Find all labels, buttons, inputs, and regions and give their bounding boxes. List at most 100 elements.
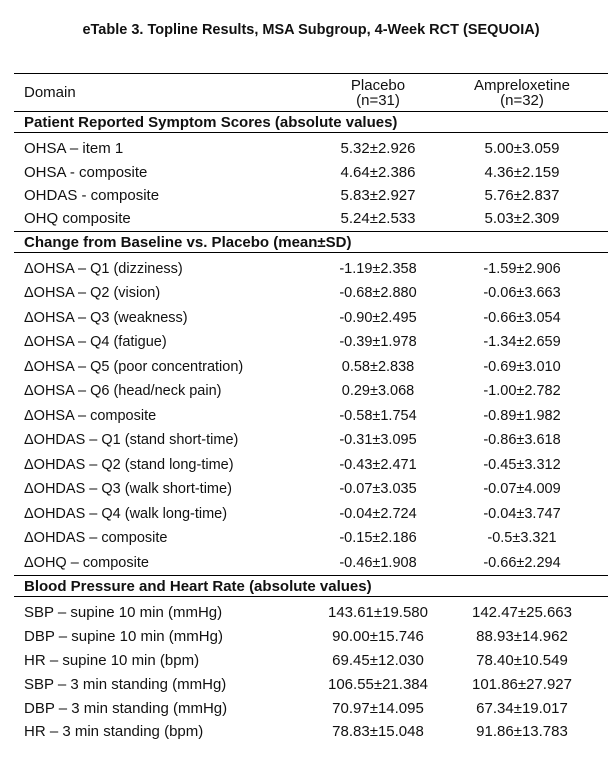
ampreloxetine-cell: -0.69±3.010 <box>483 358 561 375</box>
section-header: Change from Baseline vs. Placebo (mean±S… <box>14 232 608 253</box>
ampreloxetine-cell: -0.89±1.982 <box>483 407 561 424</box>
table-row: HR – 3 min standing (bpm) 78.83±15.048 91.… <box>14 720 608 744</box>
domain-cell: OHDAS - composite <box>24 186 160 204</box>
domain-cell: HR – 3 min standing (bpm) <box>24 723 204 741</box>
placebo-cell: -0.46±1.908 <box>339 554 417 571</box>
placebo-cell: 106.55±21.384 <box>328 675 428 693</box>
section-header: Patient Reported Symptom Scores (absolut… <box>14 112 608 133</box>
header-ampreloxetine-n: (n=32) <box>500 91 544 109</box>
domain-cell: ΔOHSA – Q4 (fatigue) <box>24 334 167 351</box>
section-rows: OHSA – item 1 5.32±2.926 5.00±3.059 OHSA - … <box>14 133 608 232</box>
table-row: SBP – 3 min standing (mmHg) 106.55±21.384… <box>14 672 608 696</box>
placebo-cell: -0.43±2.471 <box>339 456 417 473</box>
domain-cell: DBP – 3 min standing (mmHg) <box>24 699 228 717</box>
ampreloxetine-cell: -0.86±3.618 <box>483 432 561 449</box>
table-row: ΔOHSA – composite -0.58±1.754 -0.89±1.982 <box>14 404 608 429</box>
placebo-cell: 70.97±14.095 <box>332 699 424 717</box>
ampreloxetine-cell: 67.34±19.017 <box>476 699 568 717</box>
table-row: ΔOHSA – Q1 (dizziness) -1.19±2.358 -1.59±2… <box>14 257 608 282</box>
table-row: OHDAS - composite 5.83±2.927 5.76±2.837 <box>14 184 608 207</box>
domain-cell: ΔOHDAS – Q3 (walk short-time) <box>24 481 232 498</box>
domain-cell: ΔOHSA – Q6 (head/neck pain) <box>24 383 222 400</box>
section-rows: SBP – supine 10 min (mmHg) 143.61±19.580 1… <box>14 597 608 744</box>
placebo-cell: 90.00±15.746 <box>332 628 424 646</box>
domain-cell: SBP – supine 10 min (mmHg) <box>24 604 223 622</box>
table-body: Patient Reported Symptom Scores (absolut… <box>14 112 608 744</box>
domain-cell: HR – supine 10 min (bpm) <box>24 652 200 670</box>
placebo-cell: -0.15±2.186 <box>339 530 417 547</box>
domain-cell: ΔOHDAS – composite <box>24 530 168 547</box>
ampreloxetine-cell: -1.34±2.659 <box>483 334 561 351</box>
ampreloxetine-cell: 5.00±3.059 <box>484 140 560 158</box>
ampreloxetine-cell: -1.59±2.906 <box>483 260 561 277</box>
ampreloxetine-cell: -0.07±4.009 <box>483 481 561 498</box>
table-row: SBP – supine 10 min (mmHg) 143.61±19.580 1… <box>14 601 608 625</box>
table-row: ΔOHDAS – composite -0.15±2.186 -0.5±3.321 <box>14 526 608 551</box>
domain-cell: ΔOHSA – Q1 (dizziness) <box>24 260 183 277</box>
ampreloxetine-cell: -0.45±3.312 <box>483 456 561 473</box>
domain-cell: ΔOHQ – composite <box>24 554 149 571</box>
domain-cell: ΔOHDAS – Q4 (walk long-time) <box>24 505 228 522</box>
placebo-cell: -0.39±1.978 <box>339 334 417 351</box>
placebo-cell: -0.31±3.095 <box>339 432 417 449</box>
placebo-cell: 5.24±2.533 <box>340 210 416 228</box>
placebo-cell: -0.90±2.495 <box>339 309 417 326</box>
table-row: OHSA - composite 4.64±2.386 4.36±2.159 <box>14 160 608 183</box>
header-ampreloxetine: Ampreloxetine (n=32) <box>452 78 592 108</box>
domain-cell: ΔOHSA – composite <box>24 407 157 424</box>
placebo-cell: 5.32±2.926 <box>340 140 416 158</box>
ampreloxetine-cell: 91.86±13.783 <box>476 723 568 741</box>
header-placebo: Placebo (n=31) <box>314 78 442 108</box>
placebo-cell: -0.68±2.880 <box>339 285 417 302</box>
table-header: Domain Placebo (n=31) Ampreloxetine (n=3… <box>14 74 608 112</box>
table-row: ΔOHSA – Q6 (head/neck pain) 0.29±3.068 -1.… <box>14 379 608 404</box>
domain-cell: ΔOHDAS – Q2 (stand long-time) <box>24 456 234 473</box>
placebo-cell: 5.83±2.927 <box>340 186 416 204</box>
ampreloxetine-cell: 4.36±2.159 <box>484 163 560 181</box>
table-row: ΔOHDAS – Q4 (walk long-time) -0.04±2.724 -… <box>14 502 608 527</box>
table-row: ΔOHSA – Q2 (vision) -0.68±2.880 -0.06±3.66… <box>14 281 608 306</box>
ampreloxetine-cell: -1.00±2.782 <box>483 383 561 400</box>
header-ampreloxetine-label: Ampreloxetine <box>474 76 570 94</box>
table-row: DBP – supine 10 min (mmHg) 90.00±15.746 88… <box>14 625 608 649</box>
ampreloxetine-cell: -0.66±2.294 <box>483 554 561 571</box>
table-row: HR – supine 10 min (bpm) 69.45±12.030 78.4… <box>14 649 608 673</box>
placebo-cell: -1.19±2.358 <box>339 260 417 277</box>
ampreloxetine-cell: 5.76±2.837 <box>484 186 560 204</box>
domain-cell: OHSA – item 1 <box>24 140 124 158</box>
domain-cell: ΔOHSA – Q5 (poor concentration) <box>24 358 244 375</box>
table-title: eTable 3. Topline Results, MSA Subgroup,… <box>82 22 540 38</box>
header-domain: Domain <box>24 84 76 101</box>
placebo-cell: 4.64±2.386 <box>340 163 416 181</box>
ampreloxetine-cell: 142.47±25.663 <box>472 604 572 622</box>
placebo-cell: -0.04±2.724 <box>339 505 417 522</box>
header-placebo-n: (n=31) <box>356 91 400 109</box>
placebo-cell: 0.58±2.838 <box>341 358 415 375</box>
placebo-cell: 0.29±3.068 <box>341 383 415 400</box>
placebo-cell: 78.83±15.048 <box>332 723 424 741</box>
table-row: OHQ composite 5.24±2.533 5.03±2.309 <box>14 207 608 230</box>
domain-cell: ΔOHSA – Q2 (vision) <box>24 285 161 302</box>
header-placebo-label: Placebo <box>350 76 406 94</box>
placebo-cell: -0.07±3.035 <box>339 481 417 498</box>
table-row: ΔOHDAS – Q3 (walk short-time) -0.07±3.035… <box>14 477 608 502</box>
table-row: ΔOHSA – Q5 (poor concentration) 0.58±2.83… <box>14 355 608 380</box>
section-header: Blood Pressure and Heart Rate (absolute … <box>14 576 608 598</box>
table-row: ΔOHSA – Q4 (fatigue) -0.39±1.978 -1.34±2.6… <box>14 330 608 355</box>
table-row: ΔOHDAS – Q2 (stand long-time) -0.43±2.471… <box>14 453 608 478</box>
domain-cell: OHQ composite <box>24 210 131 228</box>
table-row: ΔOHDAS – Q1 (stand short-time) -0.31±3.09… <box>14 428 608 453</box>
ampreloxetine-cell: -0.66±3.054 <box>483 309 561 326</box>
ampreloxetine-cell: 101.86±27.927 <box>472 675 572 693</box>
ampreloxetine-cell: 88.93±14.962 <box>476 628 568 646</box>
domain-cell: ΔOHSA – Q3 (weakness) <box>24 309 188 326</box>
placebo-cell: 143.61±19.580 <box>328 604 428 622</box>
ampreloxetine-cell: -0.04±3.747 <box>483 505 561 522</box>
table-row: ΔOHSA – Q3 (weakness) -0.90±2.495 -0.66±3.… <box>14 306 608 331</box>
table-row: ΔOHQ – composite -0.46±1.908 -0.66±2.294 <box>14 551 608 576</box>
table-row: OHSA – item 1 5.32±2.926 5.00±3.059 <box>14 137 608 160</box>
results-table: Domain Placebo (n=31) Ampreloxetine (n=3… <box>14 73 608 744</box>
ampreloxetine-cell: -0.5±3.321 <box>487 530 557 547</box>
placebo-cell: -0.58±1.754 <box>339 407 417 424</box>
domain-cell: SBP – 3 min standing (mmHg) <box>24 675 227 693</box>
